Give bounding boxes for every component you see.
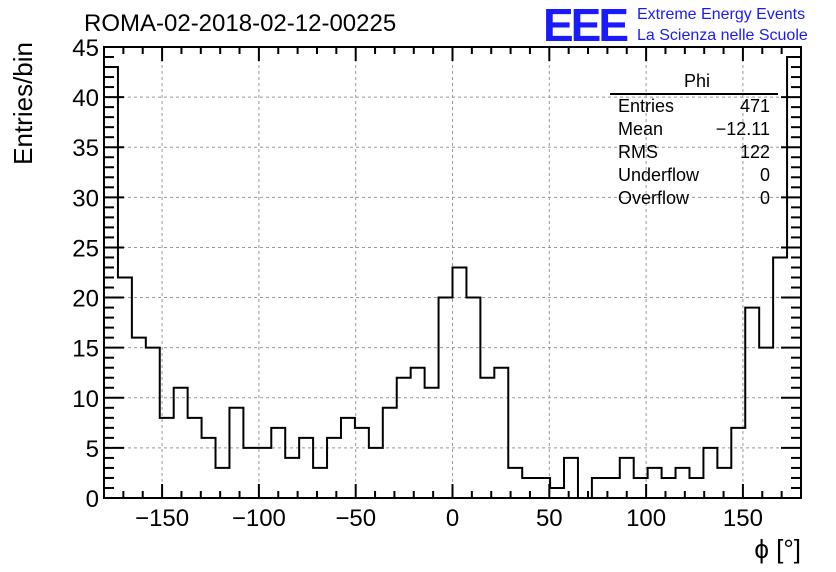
y-tick-label: 30 — [72, 185, 99, 212]
x-tick-label: 0 — [446, 505, 459, 532]
y-tick-label: 45 — [72, 35, 99, 62]
logo-text: Extreme Energy Events La Scienza nelle S… — [637, 4, 808, 46]
logo-line-2: La Scienza nelle Scuole — [637, 27, 808, 44]
stats-row-entries: Entries 471 — [610, 95, 778, 118]
stats-label: Overflow — [618, 188, 690, 208]
y-tick-label: 20 — [72, 286, 99, 313]
y-tick-label: 0 — [86, 486, 99, 513]
y-tick-label: 10 — [72, 386, 99, 413]
chart-title: ROMA-02-2018-02-12-00225 — [84, 10, 397, 37]
y-tick-label: 5 — [86, 436, 99, 463]
stats-label: Mean — [618, 119, 664, 139]
y-tick-labels: 0 5 10 15 20 25 30 35 40 45 — [72, 35, 99, 513]
histogram-outline — [103, 56, 802, 499]
x-tick-label: 100 — [626, 505, 666, 532]
y-tick-label: 15 — [72, 336, 99, 363]
stats-label: Entries — [618, 96, 675, 116]
stats-row-underflow: Underflow 0 — [610, 164, 778, 187]
y-tick-label: 35 — [72, 135, 99, 162]
x-tick-label: 50 — [536, 505, 563, 532]
x-tick-labels: −150 −100 −50 0 50 100 150 — [135, 505, 763, 532]
stats-value: 471 — [739, 96, 770, 116]
y-tick-label: 25 — [72, 235, 99, 262]
x-tick-label: −150 — [135, 505, 189, 532]
stats-title: Phi — [610, 70, 778, 95]
x-tick-label: −100 — [232, 505, 286, 532]
stats-row-mean: Mean −12.11 — [610, 118, 778, 141]
stats-row-overflow: Overflow 0 — [610, 187, 778, 210]
stats-value: 122 — [739, 142, 770, 162]
stats-row-rms: RMS 122 — [610, 141, 778, 164]
x-tick-label: −50 — [335, 505, 376, 532]
x-axis-label: ϕ [°] — [754, 534, 801, 564]
stats-label: RMS — [618, 142, 658, 162]
stats-value: 0 — [759, 188, 770, 208]
logo-line-1: Extreme Energy Events — [637, 6, 806, 23]
x-tick-label: 150 — [723, 505, 763, 532]
stats-value: −12.11 — [715, 119, 770, 139]
stats-label: Underflow — [618, 165, 700, 185]
stats-value: 0 — [759, 165, 770, 185]
axis-ticks — [103, 46, 802, 499]
y-tick-label: 40 — [72, 85, 99, 112]
stats-box: Phi Entries 471 Mean −12.11 RMS 122 Unde… — [610, 70, 778, 210]
eee-logo: EEE — [543, 0, 629, 51]
y-axis-label: Entries/bin — [8, 42, 38, 165]
